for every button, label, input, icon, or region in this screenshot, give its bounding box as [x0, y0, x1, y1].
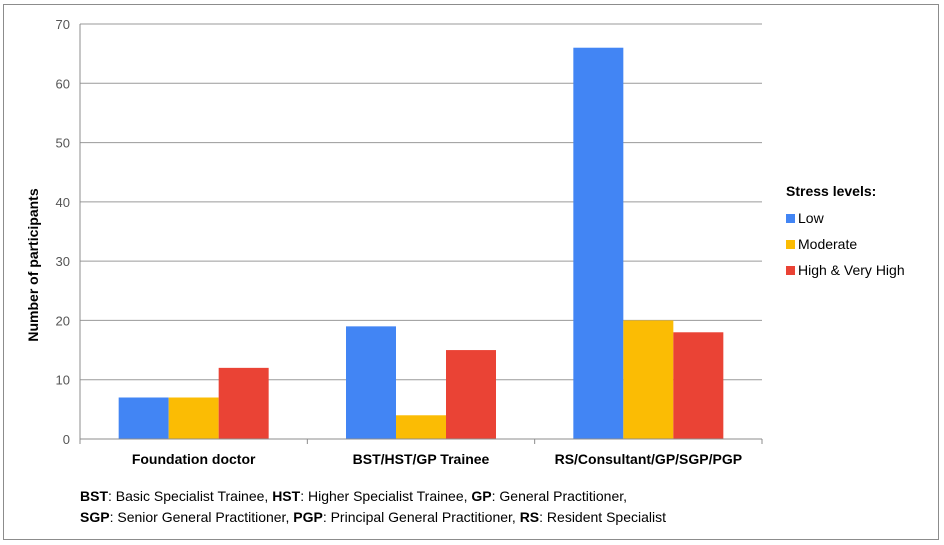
footnote-definition: : Resident Specialist [539, 509, 666, 525]
y-tick-label: 10 [56, 373, 70, 388]
legend-swatch [786, 213, 795, 223]
footnote-definition: : Principal General Practitioner, [322, 509, 520, 525]
y-tick-label: 30 [56, 254, 70, 269]
footnote-abbreviation: HST [272, 488, 301, 504]
legend-items: Low Moderate High & Very High [786, 205, 905, 283]
y-tick-label: 60 [56, 76, 70, 91]
axes [79, 24, 763, 444]
y-tick-label: 20 [56, 313, 70, 328]
bar-low [118, 397, 169, 439]
bar-high-very-high [446, 350, 496, 439]
legend-title: Stress levels: [786, 183, 877, 199]
x-category-labels: Foundation doctor BST/HST/GP Trainee RS/Co… [132, 451, 742, 467]
legend: Stress levels: Low Moderate High & Very Hi… [786, 183, 905, 283]
bar-high-very-high [673, 332, 724, 439]
y-tick-label: 50 [56, 136, 70, 151]
footnote-line-1: BST: Basic Specialist Trainee, HST: High… [80, 486, 666, 507]
y-axis-label: Number of participants [25, 188, 41, 341]
bar-low [346, 326, 396, 439]
footnote-definition: : General Practitioner, [491, 488, 628, 504]
bar-moderate [623, 320, 674, 439]
legend-item: High & Very High [786, 257, 905, 283]
x-category-label: BST/HST/GP Trainee [353, 451, 490, 467]
footnote-abbreviation: PGP [293, 509, 323, 525]
footnote-abbreviation: GP [471, 488, 492, 504]
x-category-label: Foundation doctor [132, 451, 256, 467]
legend-item: Moderate [786, 231, 905, 257]
footnote-definition: : Basic Specialist Trainee, [108, 488, 273, 504]
legend-item: Low [786, 205, 905, 231]
y-tick-label: 70 [56, 17, 70, 32]
legend-label: Low [798, 210, 824, 226]
legend-swatch [786, 265, 795, 275]
footnote-abbreviation: RS [519, 509, 540, 525]
y-tick-labels: 0 10 20 30 40 50 60 70 [56, 17, 70, 447]
x-category-label: RS/Consultant/GP/SGP/PGP [555, 451, 742, 467]
bar-moderate [396, 415, 446, 439]
legend-label: High & Very High [798, 262, 905, 278]
footnote-line-2: SGP: Senior General Practitioner, PGP: P… [80, 507, 666, 528]
bar-high-very-high [218, 367, 269, 439]
bar-low [573, 47, 624, 439]
bars [118, 47, 724, 439]
y-tick-label: 40 [56, 195, 70, 210]
footnote-definition: : Senior General Practitioner, [109, 509, 294, 525]
footnote-definition: : Higher Specialist Trainee, [300, 488, 472, 504]
y-tick-label: 0 [63, 432, 70, 447]
bar-moderate [168, 397, 219, 439]
legend-label: Moderate [798, 236, 858, 252]
footnote-abbreviation: SGP [80, 509, 110, 525]
chart-frame [3, 4, 939, 540]
abbreviation-footnote: BST: Basic Specialist Trainee, HST: High… [80, 486, 666, 528]
footnote-abbreviation: BST [80, 488, 108, 504]
legend-swatch [786, 239, 795, 249]
